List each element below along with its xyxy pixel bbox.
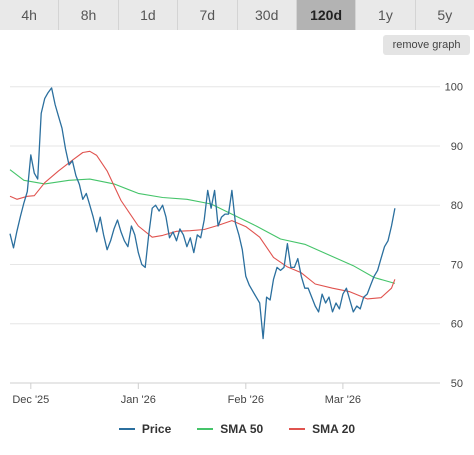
series-line-sma-20 — [9, 150, 396, 300]
y-tick-label: 60 — [451, 319, 463, 331]
legend-label: SMA 20 — [312, 422, 356, 436]
range-tab-5y[interactable]: 5y — [415, 0, 474, 30]
series-line-price — [9, 87, 396, 340]
range-tab-120d[interactable]: 120d — [296, 0, 357, 30]
chart-legend: Price SMA 50 SMA 20 — [0, 418, 474, 440]
legend-swatch — [118, 428, 135, 430]
x-axis-ticks: Dec '25 Jan '26 Feb '26 Mar '26 — [12, 383, 361, 406]
x-tick-label: Dec '25 — [12, 394, 49, 406]
x-tick-label: Feb '26 — [228, 394, 264, 406]
x-tick-label: Jan '26 — [121, 394, 156, 406]
legend-label: SMA 50 — [220, 422, 264, 436]
range-tab-7d[interactable]: 7d — [178, 0, 238, 30]
range-tab-4h[interactable]: 4h — [0, 0, 60, 30]
legend-swatch — [289, 428, 306, 430]
grid-lines — [10, 86, 440, 384]
y-tick-label: 90 — [451, 141, 463, 153]
legend-item-sma-50[interactable]: SMA 50 — [197, 422, 263, 436]
series-lines — [9, 87, 396, 340]
y-tick-label: 50 — [451, 378, 463, 390]
range-tab-8h[interactable]: 8h — [59, 0, 119, 30]
y-axis-ticks: 50 60 70 80 90 100 — [445, 82, 463, 390]
series-line-sma-50 — [9, 169, 396, 284]
remove-graph-button[interactable]: remove graph — [383, 35, 470, 55]
y-tick-label: 80 — [451, 200, 463, 212]
legend-swatch — [197, 428, 214, 430]
price-chart: Dec '25 Jan '26 Feb '26 Mar '26 50 60 70 80 90 1… — [9, 82, 463, 406]
y-tick-label: 100 — [445, 82, 463, 94]
legend-item-price[interactable]: Price — [118, 422, 172, 436]
range-tab-1d[interactable]: 1d — [118, 0, 179, 30]
range-tab-1y[interactable]: 1y — [356, 0, 416, 30]
legend-label: Price — [141, 422, 172, 436]
range-tab-bar: 4h 8h 1d 7d 30d 120d 1y 5y — [0, 0, 474, 30]
legend-item-sma-20[interactable]: SMA 20 — [289, 422, 355, 436]
x-tick-label: Mar '26 — [325, 394, 361, 406]
range-tab-30d[interactable]: 30d — [237, 0, 297, 30]
y-tick-label: 70 — [451, 259, 463, 271]
